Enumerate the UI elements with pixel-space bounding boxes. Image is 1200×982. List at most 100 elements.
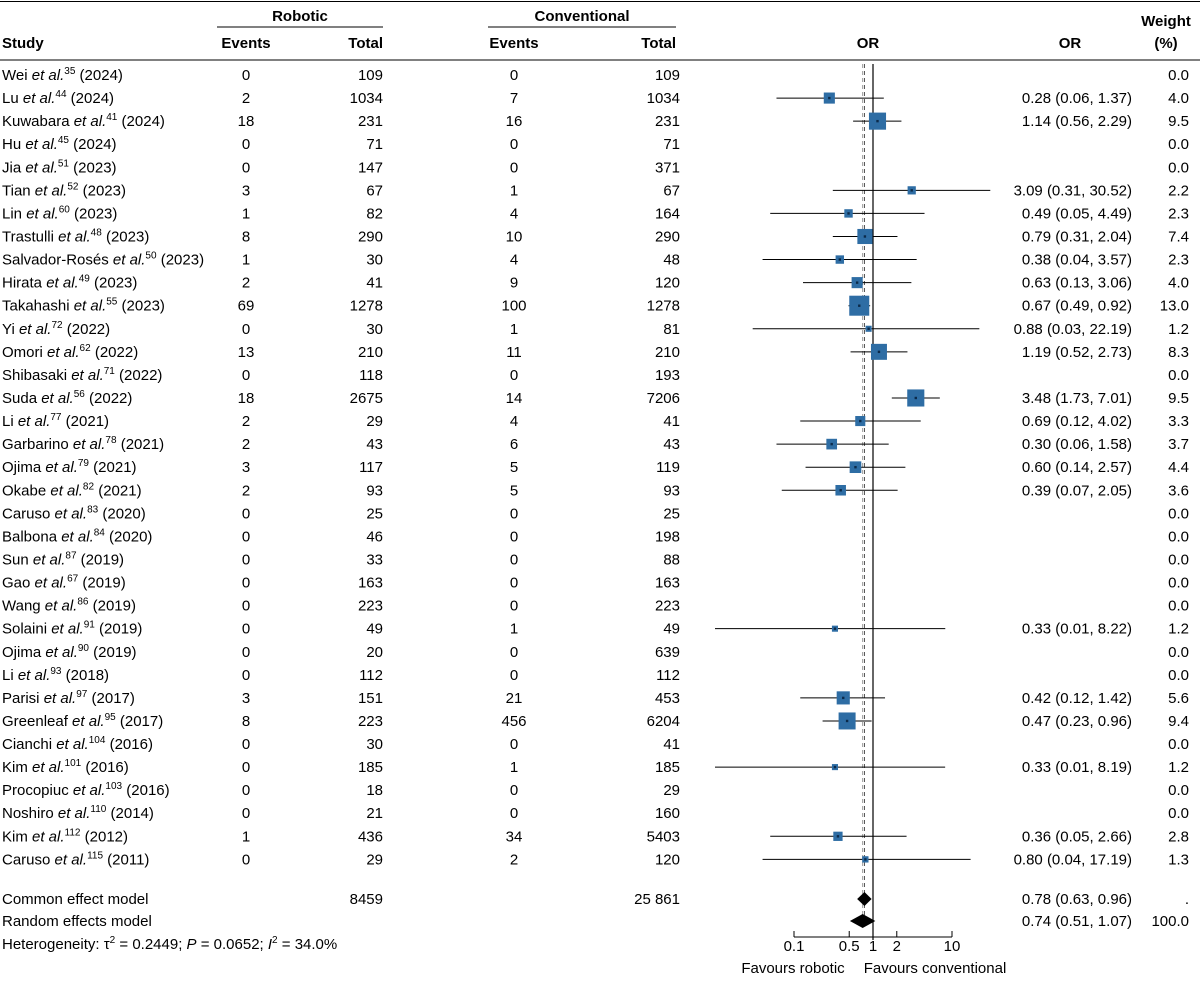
study-ref: 93 (50, 666, 62, 677)
weight-value: 4.4 (1168, 459, 1189, 476)
study-ref: 45 (58, 135, 70, 146)
study-etal: et al. (51, 621, 84, 638)
study-etal: et al. (58, 805, 91, 822)
conventional-events: 16 (506, 113, 523, 130)
robotic-events: 1 (242, 205, 250, 222)
conventional-events: 14 (506, 390, 523, 407)
weight-value: 1.2 (1168, 759, 1189, 776)
study-label: Greenleaf et al.95 (2017) (2, 712, 163, 730)
study-etal: et al. (32, 828, 65, 845)
or-ci-text: 1.14 (0.56, 2.29) (1022, 113, 1132, 130)
or-ci-text: 3.48 (1.73, 7.01) (1022, 390, 1132, 407)
study-row: Lin et al.60 (2023) 1 82 4 164 0.49 (0.05, 4.… (2, 204, 1189, 222)
study-label: Ojima et al.90 (2019) (2, 643, 137, 661)
robotic-events: 0 (242, 851, 250, 868)
effect-point (845, 719, 849, 723)
conventional-total: 453 (655, 690, 680, 707)
conventional-total: 48 (663, 252, 680, 269)
weight-value: 9.5 (1168, 390, 1189, 407)
study-etal: et al. (58, 228, 91, 245)
study-label: Shibasaki et al.71 (2022) (2, 366, 162, 384)
x-tick-label: 0.1 (784, 938, 805, 955)
summary-weight: . (1185, 891, 1189, 908)
study-etal: et al. (47, 344, 80, 361)
study-row: Parisi et al.97 (2017) 3 151 21 453 0.42 (0.1… (2, 689, 1189, 707)
study-author: Li (2, 667, 18, 684)
study-row: Li et al.77 (2021) 2 29 4 41 0.69 (0.12, 4.02… (2, 412, 1189, 430)
study-label: Parisi et al.97 (2017) (2, 689, 135, 707)
study-year: (2020) (105, 528, 153, 545)
conventional-total: 41 (663, 413, 680, 430)
study-label: Hirata et al.49 (2023) (2, 274, 137, 292)
conventional-total: 88 (663, 551, 680, 568)
conventional-events: 7 (510, 90, 518, 107)
study-ref: 41 (106, 112, 118, 123)
study-year: (2016) (105, 736, 153, 753)
conventional-events: 0 (510, 598, 518, 615)
robotic-events: 0 (242, 598, 250, 615)
conventional-total: 41 (663, 736, 680, 753)
study-ref: 44 (55, 89, 67, 100)
study-year: (2022) (63, 321, 111, 338)
weight-value: 9.4 (1168, 713, 1189, 730)
study-row: Kuwabara et al.41 (2024) 18 231 16 231 1.14 (… (2, 112, 1189, 130)
study-author: Okabe (2, 482, 50, 499)
study-year: (2023) (70, 205, 118, 222)
or-ci-text: 0.63 (0.13, 3.06) (1022, 275, 1132, 292)
study-author: Shibasaki (2, 367, 71, 384)
study-etal: et al. (32, 67, 65, 84)
robotic-events: 2 (242, 413, 250, 430)
robotic-total-header: Total (348, 35, 383, 52)
study-author: Jia (2, 159, 25, 176)
weight-value: 0.0 (1168, 575, 1189, 592)
conventional-events: 1 (510, 759, 518, 776)
study-author: Wang (2, 598, 45, 615)
conventional-events: 0 (510, 528, 518, 545)
study-etal: et al. (55, 851, 88, 868)
or-ci-text: 0.69 (0.12, 4.02) (1022, 413, 1132, 430)
effect-point (855, 281, 859, 284)
study-label: Kuwabara et al.41 (2024) (2, 112, 165, 130)
conventional-events: 21 (506, 690, 523, 707)
conventional-events: 1 (510, 321, 518, 338)
study-row: Caruso et al.115 (2011) 0 29 2 120 0.80 (0.04… (2, 850, 1189, 868)
heterogeneity-i-sym: I (268, 936, 272, 953)
summary-robotic-total: 8459 (350, 891, 383, 908)
robotic-events: 0 (242, 367, 250, 384)
study-label: Li et al.77 (2021) (2, 412, 109, 430)
study-row: Li et al.93 (2018) 0 112 0 112 0.0 (2, 666, 1189, 684)
robotic-events: 3 (242, 459, 250, 476)
study-label: Takahashi et al.55 (2023) (2, 297, 165, 315)
robotic-total: 1034 (350, 90, 383, 107)
study-ref: 110 (90, 804, 106, 815)
conventional-total: 290 (655, 228, 680, 245)
study-year: (2023) (102, 228, 150, 245)
robotic-total: 67 (366, 182, 383, 199)
study-etal: et al. (61, 528, 94, 545)
study-year: (2017) (87, 690, 135, 707)
study-author: Solaini (2, 621, 51, 638)
study-etal: et al. (18, 413, 51, 430)
summary-or-text: 0.74 (0.51, 1.07) (1022, 913, 1132, 930)
study-label: Tian et al.52 (2023) (2, 181, 126, 199)
robotic-events: 0 (242, 736, 250, 753)
conventional-total: 112 (656, 667, 680, 684)
weight-value: 2.3 (1168, 252, 1189, 269)
study-ref: 50 (145, 251, 157, 262)
heterogeneity-prefix: Heterogeneity: (2, 936, 104, 953)
conventional-total: 93 (663, 482, 680, 499)
robotic-total: 30 (366, 736, 383, 753)
study-year: (2014) (106, 805, 154, 822)
study-author: Sun (2, 551, 33, 568)
conventional-events: 100 (501, 298, 526, 315)
study-year: (2019) (78, 575, 126, 592)
study-row: Noshiro et al.110 (2014) 0 21 0 160 0.0 (2, 804, 1189, 822)
or-text-header: OR (1059, 35, 1082, 52)
conventional-events: 5 (510, 482, 518, 499)
robotic-events: 0 (242, 667, 250, 684)
study-ref: 101 (65, 758, 82, 769)
weight-value: 0.0 (1168, 367, 1189, 384)
robotic-total: 163 (358, 575, 383, 592)
robotic-events: 0 (242, 321, 250, 338)
summary-weight: 100.0 (1151, 913, 1189, 930)
